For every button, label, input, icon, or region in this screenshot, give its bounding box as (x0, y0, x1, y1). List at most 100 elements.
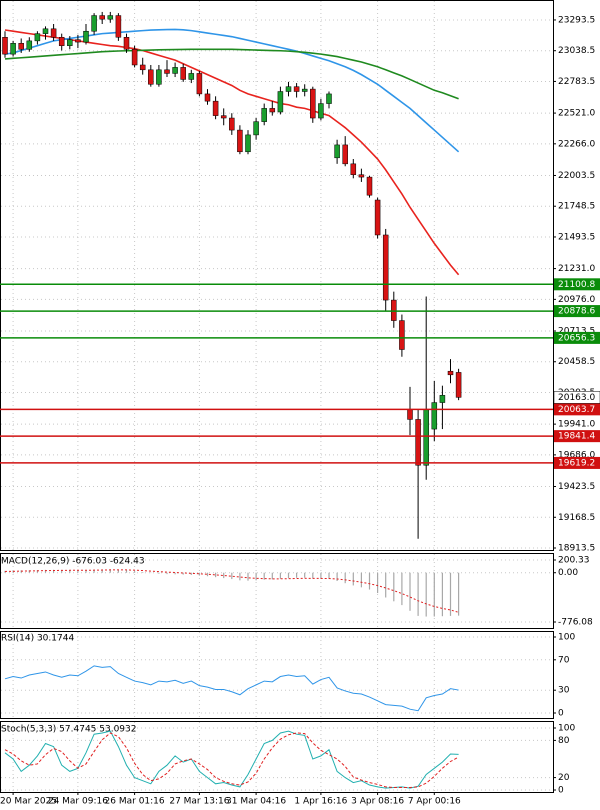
candle-body (148, 69, 154, 85)
candle-body (382, 234, 389, 301)
x-tick-label: 7 Apr 00:16 (408, 797, 461, 807)
y-tick-label: 0 (558, 786, 564, 796)
x-tick-label: 26 Mar 01:16 (105, 797, 165, 807)
candle-body (50, 28, 57, 38)
indicator-line (4, 730, 459, 789)
stoch-panel (0, 721, 554, 793)
y-tick-label: 0 (558, 709, 564, 719)
price-panel (0, 0, 554, 551)
candle-body (58, 37, 65, 46)
y-tick-label: 21231.0 (558, 264, 595, 274)
y-tick-label: 100 (558, 633, 575, 643)
x-tick-label: 24 Mar 09:16 (48, 797, 108, 807)
candle-body (2, 37, 8, 55)
candle-body (455, 372, 462, 398)
indicator-line (4, 665, 459, 712)
candle-body (83, 30, 89, 43)
y-tick-label: 200.33 (558, 556, 590, 566)
y-tick-label: 21493.5 (558, 232, 595, 242)
candle-body (285, 86, 292, 92)
candle-body (26, 40, 33, 50)
candle-body (18, 43, 24, 50)
y-tick-label: 20713.5 (558, 327, 595, 337)
x-tick-label: 1 Apr 16:16 (294, 797, 347, 807)
candle-body (334, 144, 340, 159)
candle-body (115, 15, 122, 38)
candle-body (366, 176, 373, 196)
candle-body (326, 93, 332, 104)
candle-body (220, 115, 227, 119)
macd-panel (0, 553, 554, 629)
candle-body (261, 108, 267, 122)
candle-body (245, 134, 251, 153)
candle-body (91, 15, 97, 32)
indicator-title: RSI(14) 30.1744 (1, 634, 74, 644)
y-tick-label: 80 (558, 736, 570, 746)
level-label: 20063.7 (558, 405, 595, 415)
candle-body (439, 395, 446, 403)
level-label-box (554, 403, 600, 416)
x-tick-label: 27 Mar 13:16 (169, 797, 229, 807)
candle-body (399, 320, 405, 350)
level-label-box (554, 430, 600, 443)
candle-body (229, 117, 235, 131)
candle-body (123, 37, 130, 50)
candle-body (293, 86, 300, 92)
moving-average (4, 29, 460, 276)
level-label: 21100.8 (558, 280, 595, 290)
candle-body (107, 15, 114, 20)
level-label: 19841.4 (558, 432, 595, 442)
candle-body (447, 370, 454, 376)
indicator-line (4, 732, 459, 789)
x-tick-label: 20 Mar 2025 (0, 797, 57, 807)
candle-body (374, 199, 381, 236)
y-tick-label: 100 (558, 724, 575, 734)
candle-body (310, 88, 316, 119)
candle-body (34, 33, 41, 42)
candle-body (277, 91, 284, 113)
x-tick-label: 31 Mar 04:16 (226, 797, 286, 807)
candle-body (415, 419, 421, 466)
candle-body (139, 64, 146, 71)
candle-body (131, 49, 138, 66)
candle-body (67, 39, 73, 46)
y-tick-label: 22783.5 (558, 77, 595, 87)
candle-body (342, 144, 348, 165)
indicator-title: Stoch(5,3,3) 57.4745 53.0932 (1, 725, 136, 735)
y-tick-label: 19168.5 (558, 513, 595, 523)
y-tick-label: 21748.5 (558, 202, 595, 212)
candle-body (164, 69, 170, 74)
candle-body (423, 409, 429, 466)
y-tick-label: -776.08 (558, 618, 593, 628)
candle-body (180, 67, 186, 80)
y-tick-label: 19686.0 (558, 450, 595, 460)
candle-body (196, 73, 203, 95)
y-tick-label: 20976.0 (558, 295, 595, 305)
candle-body (172, 67, 178, 74)
candle-body (350, 163, 357, 175)
candle-body (10, 43, 16, 55)
y-tick-label: 18913.5 (558, 544, 595, 554)
candle-body (407, 409, 413, 420)
moving-average (4, 48, 459, 100)
level-label-box (554, 331, 600, 344)
y-tick-label: 19423.5 (558, 482, 595, 492)
y-tick-label: 19941.0 (558, 420, 595, 430)
y-tick-label: 0.00 (558, 568, 578, 578)
candle-body (42, 28, 49, 34)
level-label: 20656.3 (558, 333, 595, 343)
candle-body (301, 88, 308, 92)
y-tick-label: 70 (558, 655, 570, 665)
candle-body (156, 69, 162, 85)
candle-body (391, 299, 397, 321)
moving-average (4, 28, 460, 153)
candle-body (237, 129, 243, 153)
candle-body (75, 39, 81, 43)
candle-body (188, 73, 195, 80)
level-label: 20878.6 (558, 307, 595, 317)
y-tick-label: 23293.5 (558, 15, 595, 25)
y-tick-label: 30 (558, 686, 570, 696)
y-tick-label: 22266.0 (558, 139, 595, 149)
candle-body (99, 15, 105, 20)
